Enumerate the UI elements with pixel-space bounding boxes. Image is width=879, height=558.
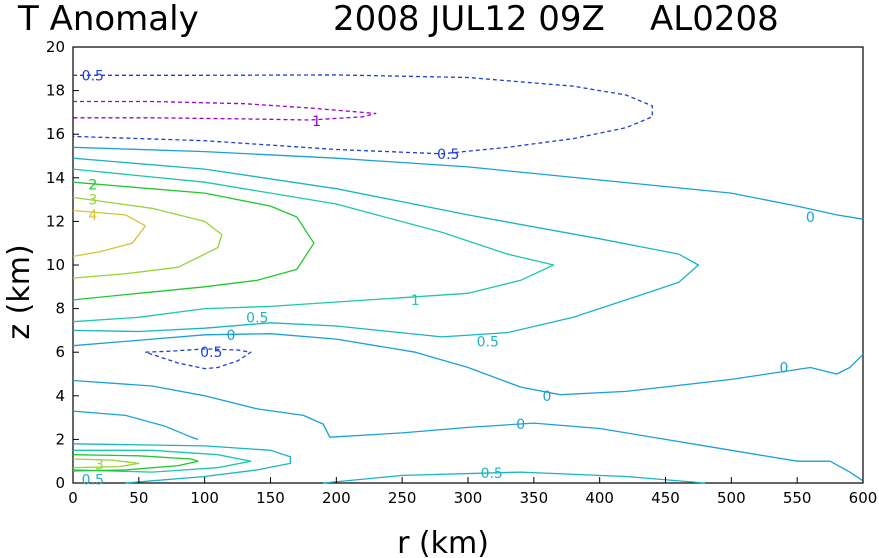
x-tick-label-4: 200 — [322, 489, 351, 507]
y-tick-label-1: 2 — [55, 430, 65, 448]
contour-line-6 — [72, 410, 199, 441]
contour-label-5: 4 — [88, 208, 97, 224]
contour-line-0 — [73, 100, 377, 121]
contour-label-17: 0.5 — [82, 473, 104, 489]
y-axis: 0 2 4 6 8 10 12 14 16 18 20 — [46, 38, 79, 492]
contour-line-8 — [72, 443, 291, 484]
contour-label-8: 0.5 — [246, 310, 268, 326]
y-tick-label-0: 0 — [55, 474, 65, 492]
contour-label-2: 0.5 — [437, 147, 459, 163]
x-tick-label-7: 350 — [520, 489, 549, 507]
contour-line-10 — [72, 168, 555, 323]
plot-frame — [72, 46, 864, 484]
contour-label-4: 3 — [88, 193, 97, 209]
contour-label-0: 0.5 — [82, 68, 104, 84]
y-tick-label-10: 20 — [46, 38, 65, 56]
x-tick-label-11: 550 — [783, 489, 812, 507]
contour-label-16: 3 — [95, 458, 104, 474]
chart-storm-id: AL0208 — [650, 0, 779, 39]
y-tick-label-7: 14 — [46, 169, 65, 187]
contour-line-9 — [323, 471, 706, 484]
contour-label-1: 1 — [312, 114, 321, 130]
contour-line-14 — [72, 196, 223, 279]
contour-line-7 — [72, 157, 700, 338]
contour-label-13: 0 — [543, 389, 552, 405]
x-tick-label-9: 450 — [651, 489, 680, 507]
y-tick-label-5: 10 — [46, 256, 65, 274]
x-tick-label-8: 400 — [585, 489, 614, 507]
chart-datetime: 2008 JUL12 09Z — [333, 0, 605, 39]
contour-layer — [72, 74, 864, 484]
x-tick-label-1: 50 — [129, 489, 148, 507]
contour-line-11 — [72, 449, 252, 473]
x-tick-label-10: 500 — [717, 489, 746, 507]
contour-label-10: 0.5 — [477, 334, 499, 350]
y-tick-label-3: 6 — [55, 343, 65, 361]
x-tick-label-0: 0 — [68, 489, 78, 507]
x-tick-label-2: 100 — [190, 489, 219, 507]
contour-label-12: 0 — [780, 361, 789, 377]
contour-line-15 — [72, 458, 140, 469]
contour-line-3 — [72, 146, 864, 220]
x-axis: 0 50 100 150 200 250 300 350 400 450 500 550 600 — [68, 477, 877, 507]
y-tick-label-4: 8 — [55, 300, 65, 318]
contour-label-9: 0 — [227, 328, 236, 344]
contour-label-7: 1 — [411, 293, 420, 309]
contour-line-4 — [72, 333, 864, 396]
contour-line-5 — [72, 379, 864, 482]
contour-line-13 — [72, 454, 199, 472]
contour-label-14: 0 — [516, 417, 525, 433]
y-tick-label-9: 18 — [46, 82, 65, 100]
y-tick-label-6: 12 — [46, 212, 65, 230]
x-tick-label-6: 300 — [454, 489, 483, 507]
contour-label-3: 2 — [88, 177, 97, 193]
contour-line-1 — [72, 74, 653, 155]
y-axis-label: z (km) — [2, 244, 37, 339]
chart-title: T Anomaly — [17, 0, 199, 39]
contour-line-2 — [145, 348, 252, 370]
contour-label-6: 0 — [806, 210, 815, 226]
y-tick-label-2: 4 — [55, 387, 65, 405]
contour-label-15: 0.5 — [481, 466, 503, 482]
contour-line-12 — [72, 181, 315, 301]
contour-line-16 — [72, 209, 147, 257]
contour-label-11: 0.5 — [200, 345, 222, 361]
y-tick-label-8: 16 — [46, 125, 65, 143]
x-tick-label-3: 150 — [256, 489, 285, 507]
x-tick-label-12: 600 — [849, 489, 878, 507]
x-axis-label: r (km) — [397, 526, 489, 558]
x-tick-label-5: 250 — [388, 489, 417, 507]
